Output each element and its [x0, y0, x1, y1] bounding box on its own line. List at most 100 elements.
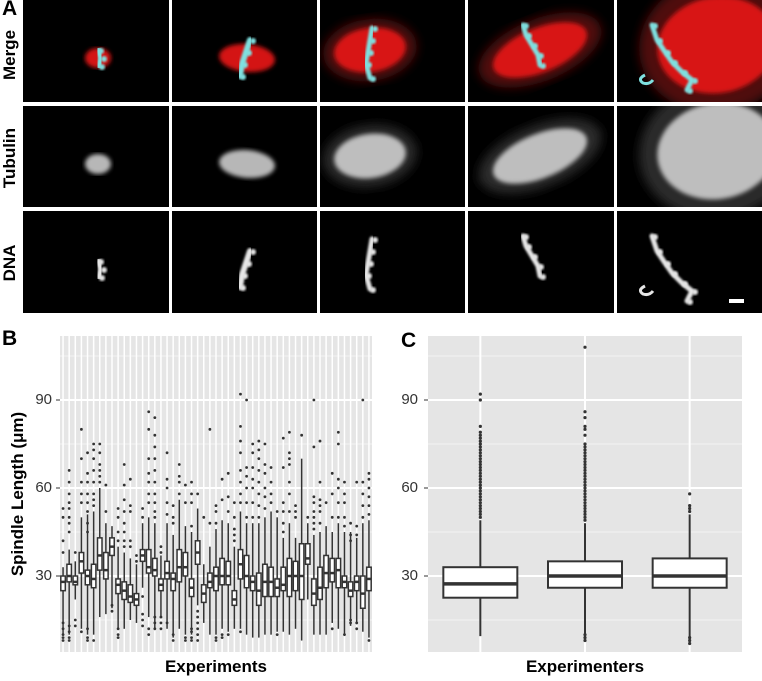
chromosome-blob	[240, 285, 246, 291]
outlier-point	[147, 410, 151, 414]
box-iqr	[84, 569, 91, 586]
outlier-point	[367, 495, 371, 499]
box-31	[243, 398, 250, 635]
box-2	[547, 345, 623, 643]
outlier-point	[251, 442, 255, 446]
outlier-point	[583, 445, 587, 449]
outlier-point	[583, 442, 587, 446]
outlier-point	[171, 521, 175, 525]
outlier-point	[367, 513, 371, 516]
outlier-point	[98, 442, 102, 446]
outlier-point	[122, 545, 126, 549]
outlier-point	[220, 477, 224, 481]
outlier-point	[98, 474, 102, 478]
outlier-point	[583, 483, 587, 487]
outlier-point	[159, 627, 163, 631]
box-iqr	[96, 537, 103, 571]
outlier-point	[220, 498, 224, 502]
spindle	[657, 0, 762, 94]
spindle	[85, 154, 111, 174]
outlier-point	[153, 621, 157, 625]
outlier-point	[147, 501, 151, 505]
chromosome-blob	[370, 76, 376, 82]
box-44	[323, 501, 330, 635]
panel-b-label: B	[2, 327, 18, 350]
outlier-point	[122, 483, 126, 487]
outlier-point	[269, 501, 273, 505]
image-dna-2	[172, 211, 317, 313]
outlier-point	[275, 510, 279, 513]
outlier-point	[122, 498, 126, 502]
outlier-point	[92, 492, 96, 496]
outlier-point	[153, 510, 157, 513]
box-iqr	[213, 566, 219, 592]
outlier-point	[61, 551, 65, 554]
outlier-point	[116, 515, 120, 519]
image-dna-1	[23, 211, 169, 313]
outlier-point	[245, 474, 248, 478]
outlier-point	[336, 477, 340, 481]
image-merge-2	[172, 0, 317, 102]
outlier-point	[61, 636, 65, 639]
outlier-point	[257, 457, 261, 461]
outlier-point	[80, 492, 83, 496]
box-30	[237, 392, 244, 634]
outlier-point	[478, 483, 482, 487]
c-x-axis-title: Experimenters	[525, 657, 645, 676]
box-iqr	[145, 548, 152, 574]
outlier-point	[190, 492, 193, 496]
outlier-point	[226, 633, 230, 637]
outlier-point	[67, 630, 71, 634]
chromosome-blob	[370, 249, 376, 255]
outlier-point	[367, 471, 371, 475]
outlier-point	[583, 454, 587, 458]
outlier-point	[336, 430, 340, 434]
outlier-point	[288, 451, 291, 455]
outlier-point	[67, 501, 71, 505]
box-iqr	[286, 557, 293, 598]
chromosome-blob	[372, 237, 378, 243]
outlier-point	[171, 504, 175, 507]
chromosome-blob	[652, 23, 658, 29]
outlier-point	[153, 515, 157, 519]
outlier-point	[583, 457, 587, 461]
outlier-point	[61, 515, 65, 519]
box-iqr	[219, 557, 226, 586]
chromosome-blob	[242, 273, 248, 279]
outlier-point	[312, 495, 316, 499]
outlier-point	[128, 539, 132, 543]
outlier-point	[281, 521, 285, 525]
outlier-point	[190, 501, 193, 505]
outlier-point	[80, 427, 83, 431]
outlier-point	[349, 539, 352, 543]
outlier-point	[478, 462, 482, 467]
image-background	[468, 211, 614, 313]
outlier-point	[478, 512, 482, 517]
outlier-point	[478, 498, 482, 502]
outlier-point	[122, 463, 126, 466]
chromosome-blob	[692, 289, 698, 295]
box-iqr	[280, 566, 287, 592]
outlier-point	[61, 627, 65, 631]
outlier-point	[367, 477, 371, 481]
outlier-point	[208, 427, 212, 431]
box-iqr	[298, 542, 305, 601]
box-iqr	[231, 589, 238, 607]
box-48	[347, 521, 354, 626]
outlier-point	[478, 509, 482, 514]
outlier-point	[478, 468, 482, 472]
box-iqr	[353, 575, 360, 592]
outlier-point	[478, 451, 482, 455]
outlier-point	[288, 510, 291, 513]
box-41	[304, 515, 311, 600]
outlier-point	[165, 513, 169, 516]
box-46	[335, 430, 342, 629]
outlier-point	[251, 515, 255, 519]
box-4	[78, 427, 85, 634]
outlier-point	[583, 636, 587, 640]
outlier-point	[257, 469, 261, 472]
outlier-point	[98, 463, 102, 466]
b-ytick-30: 30	[35, 567, 52, 584]
outlier-point	[583, 506, 587, 511]
chromosome-blob	[526, 244, 532, 250]
